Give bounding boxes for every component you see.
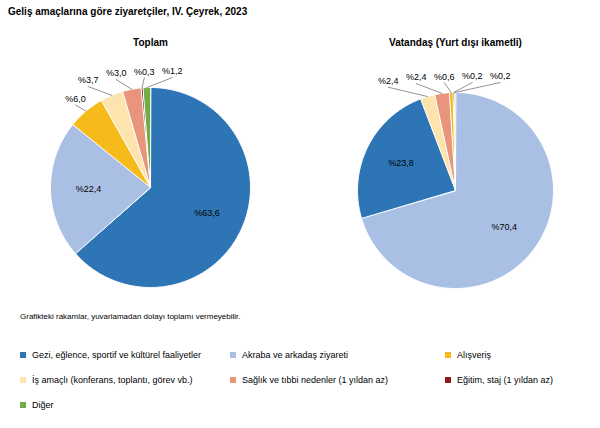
svg-text:%3,0: %3,0 bbox=[106, 68, 127, 78]
svg-text:%70,4: %70,4 bbox=[491, 222, 517, 232]
svg-text:%22,4: %22,4 bbox=[76, 184, 102, 194]
html-text:Diğer: Diğer bbox=[32, 400, 54, 410]
html-text:Gezi, eğlence, sportif ve kült: Gezi, eğlence, sportif ve kültürel faali… bbox=[32, 350, 202, 360]
html-text:İş amaçlı (konferans, toplantı: İş amaçlı (konferans, toplantı, görev vb… bbox=[32, 375, 193, 385]
html-text:Geliş amaçlarına göre ziyaretç: Geliş amaçlarına göre ziyaretçiler, IV. … bbox=[8, 6, 248, 17]
html-text:Akraba ve arkadaş ziyareti: Akraba ve arkadaş ziyareti bbox=[242, 350, 349, 360]
svg-text:%2,4: %2,4 bbox=[406, 72, 427, 82]
svg-text:%0,2: %0,2 bbox=[490, 71, 511, 81]
svg-text:%3,7: %3,7 bbox=[78, 75, 99, 85]
svg-text:%2,4: %2,4 bbox=[378, 76, 399, 86]
svg-text:%23,8: %23,8 bbox=[388, 158, 414, 168]
html-text:Alışveriş: Alışveriş bbox=[457, 350, 491, 360]
html-text:Grafikteki rakamlar, yuvarlama: Grafikteki rakamlar, yuvarlamadan dolayı… bbox=[20, 312, 241, 321]
svg-text:%0,3: %0,3 bbox=[134, 67, 155, 77]
svg-text:%6,0: %6,0 bbox=[65, 94, 86, 104]
svg-text:%63,6: %63,6 bbox=[194, 208, 220, 218]
svg-text:%0,2: %0,2 bbox=[462, 71, 483, 81]
html-text:Sağlık ve tıbbi nedenler (1 yı: Sağlık ve tıbbi nedenler (1 yıldan az) bbox=[242, 375, 389, 385]
svg-text:%0,6: %0,6 bbox=[434, 71, 455, 81]
svg-text:%1,2: %1,2 bbox=[162, 66, 183, 76]
svg-text:Vatandaş (Yurt dışı ikametli): Vatandaş (Yurt dışı ikametli) bbox=[389, 37, 522, 48]
html-text:Eğitim, staj (1 yıldan az): Eğitim, staj (1 yıldan az) bbox=[457, 375, 553, 385]
svg-text:Toplam: Toplam bbox=[133, 37, 168, 48]
